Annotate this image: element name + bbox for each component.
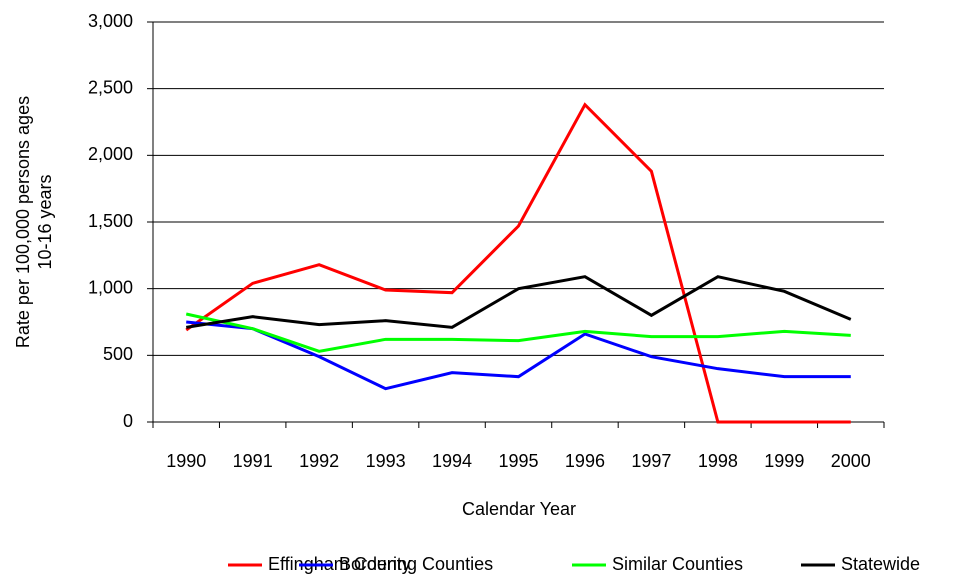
x-axis-title: Calendar Year [462, 499, 576, 519]
series-line [185, 102, 851, 424]
series-line [185, 275, 852, 329]
legend-label: Similar Counties [612, 554, 743, 574]
x-tick-label: 1990 [166, 451, 206, 471]
x-tick-label: 1996 [565, 451, 605, 471]
series-line [186, 320, 851, 391]
x-tick-label: 1995 [498, 451, 538, 471]
y-tick-label: 1,000 [88, 277, 133, 297]
y-tick-label: 3,000 [88, 11, 133, 31]
legend-label: Statewide [841, 554, 920, 574]
x-tick-label: 1999 [764, 451, 804, 471]
y-tick-label: 2,000 [88, 144, 133, 164]
x-tick-label: 1993 [366, 451, 406, 471]
y-tick-label: 0 [123, 411, 133, 431]
y-tick-label: 1,500 [88, 211, 133, 231]
legend-label: Bordering Counties [339, 554, 493, 574]
y-axis-title: Rate per 100,000 persons ages [13, 96, 33, 348]
x-tick-label: 1998 [698, 451, 738, 471]
y-axis-title: 10-16 years [35, 174, 55, 269]
y-tick-label: 500 [103, 344, 133, 364]
x-tick-label: 1992 [299, 451, 339, 471]
x-tick-label: 1991 [233, 451, 273, 471]
x-tick-label: 1997 [631, 451, 671, 471]
series-line [185, 312, 851, 353]
x-tick-label: 1994 [432, 451, 472, 471]
legend-label: Effingham County [268, 554, 411, 574]
x-tick-label: 2000 [831, 451, 871, 471]
y-tick-label: 2,500 [88, 77, 133, 97]
